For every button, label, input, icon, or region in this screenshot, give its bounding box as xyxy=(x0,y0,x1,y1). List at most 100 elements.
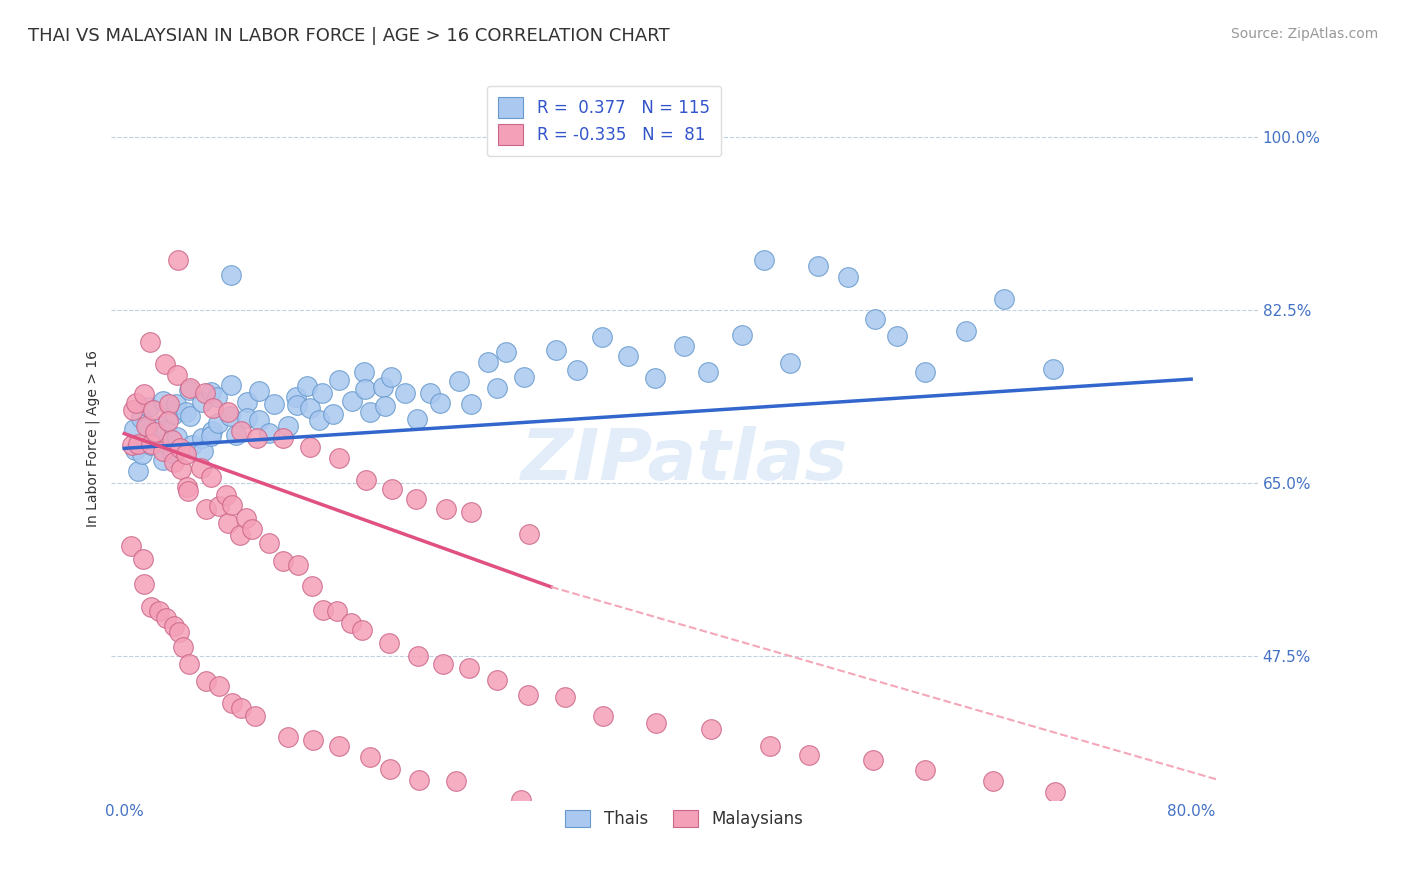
Point xyxy=(243,709,266,723)
Point xyxy=(200,429,222,443)
Point xyxy=(312,603,335,617)
Point xyxy=(132,551,155,566)
Point xyxy=(993,292,1015,306)
Point xyxy=(191,395,214,409)
Point xyxy=(672,339,695,353)
Point xyxy=(863,312,886,326)
Point xyxy=(311,386,333,401)
Point xyxy=(201,401,224,416)
Point xyxy=(371,380,394,394)
Text: THAI VS MALAYSIAN IN LABOR FORCE | AGE > 16 CORRELATION CHART: THAI VS MALAYSIAN IN LABOR FORCE | AGE >… xyxy=(28,27,669,45)
Point xyxy=(201,424,224,438)
Point xyxy=(271,554,294,568)
Point xyxy=(955,324,977,338)
Point xyxy=(271,431,294,445)
Point xyxy=(124,443,146,458)
Point xyxy=(350,623,373,637)
Point xyxy=(1043,785,1066,799)
Point xyxy=(759,739,782,753)
Point xyxy=(235,511,257,525)
Point xyxy=(406,649,429,664)
Point xyxy=(328,451,350,466)
Point xyxy=(447,374,470,388)
Point xyxy=(263,397,285,411)
Point xyxy=(380,369,402,384)
Point xyxy=(322,407,344,421)
Point xyxy=(434,502,457,516)
Point xyxy=(200,470,222,484)
Point xyxy=(127,436,149,450)
Point xyxy=(122,402,145,417)
Point xyxy=(295,379,318,393)
Point xyxy=(221,498,243,512)
Point xyxy=(139,438,162,452)
Point xyxy=(510,793,533,807)
Point xyxy=(257,425,280,440)
Text: ZIPatlas: ZIPatlas xyxy=(520,425,848,495)
Point xyxy=(486,673,509,687)
Point xyxy=(193,444,215,458)
Point xyxy=(799,747,821,762)
Point xyxy=(495,345,517,359)
Point xyxy=(754,253,776,268)
Point xyxy=(354,382,377,396)
Point xyxy=(141,600,163,615)
Point xyxy=(408,772,430,787)
Point xyxy=(195,673,218,688)
Point xyxy=(301,732,323,747)
Point xyxy=(139,334,162,349)
Point xyxy=(406,412,429,426)
Point xyxy=(155,423,177,437)
Point xyxy=(157,397,180,411)
Point xyxy=(160,433,183,447)
Point xyxy=(353,365,375,379)
Point xyxy=(807,260,830,274)
Point xyxy=(886,329,908,343)
Point xyxy=(645,715,668,730)
Point xyxy=(240,522,263,536)
Point xyxy=(132,577,155,591)
Point xyxy=(700,723,723,737)
Point xyxy=(231,424,253,438)
Point xyxy=(217,516,239,531)
Point xyxy=(340,616,363,631)
Point xyxy=(359,405,381,419)
Point xyxy=(328,373,350,387)
Point xyxy=(516,688,538,702)
Point xyxy=(191,431,214,445)
Point xyxy=(166,253,188,268)
Point xyxy=(374,399,396,413)
Point xyxy=(432,657,454,671)
Point xyxy=(277,730,299,744)
Point xyxy=(914,365,936,379)
Point xyxy=(477,355,499,369)
Point xyxy=(142,403,165,417)
Point xyxy=(200,384,222,399)
Point xyxy=(208,680,231,694)
Point xyxy=(591,330,613,344)
Point xyxy=(696,365,718,379)
Point xyxy=(405,491,427,506)
Point xyxy=(247,384,270,399)
Point xyxy=(207,416,229,430)
Point xyxy=(215,488,238,502)
Point xyxy=(225,428,247,442)
Point xyxy=(149,419,172,434)
Point xyxy=(299,441,322,455)
Point xyxy=(152,443,174,458)
Point xyxy=(419,386,441,401)
Point xyxy=(179,409,201,423)
Point xyxy=(229,528,252,542)
Point xyxy=(544,343,567,357)
Point xyxy=(125,396,148,410)
Point xyxy=(176,480,198,494)
Point xyxy=(308,413,330,427)
Point xyxy=(163,455,186,469)
Point xyxy=(328,739,350,753)
Point xyxy=(617,349,640,363)
Point xyxy=(221,696,243,710)
Point xyxy=(340,394,363,409)
Point xyxy=(138,401,160,415)
Point xyxy=(731,327,754,342)
Point xyxy=(136,419,159,434)
